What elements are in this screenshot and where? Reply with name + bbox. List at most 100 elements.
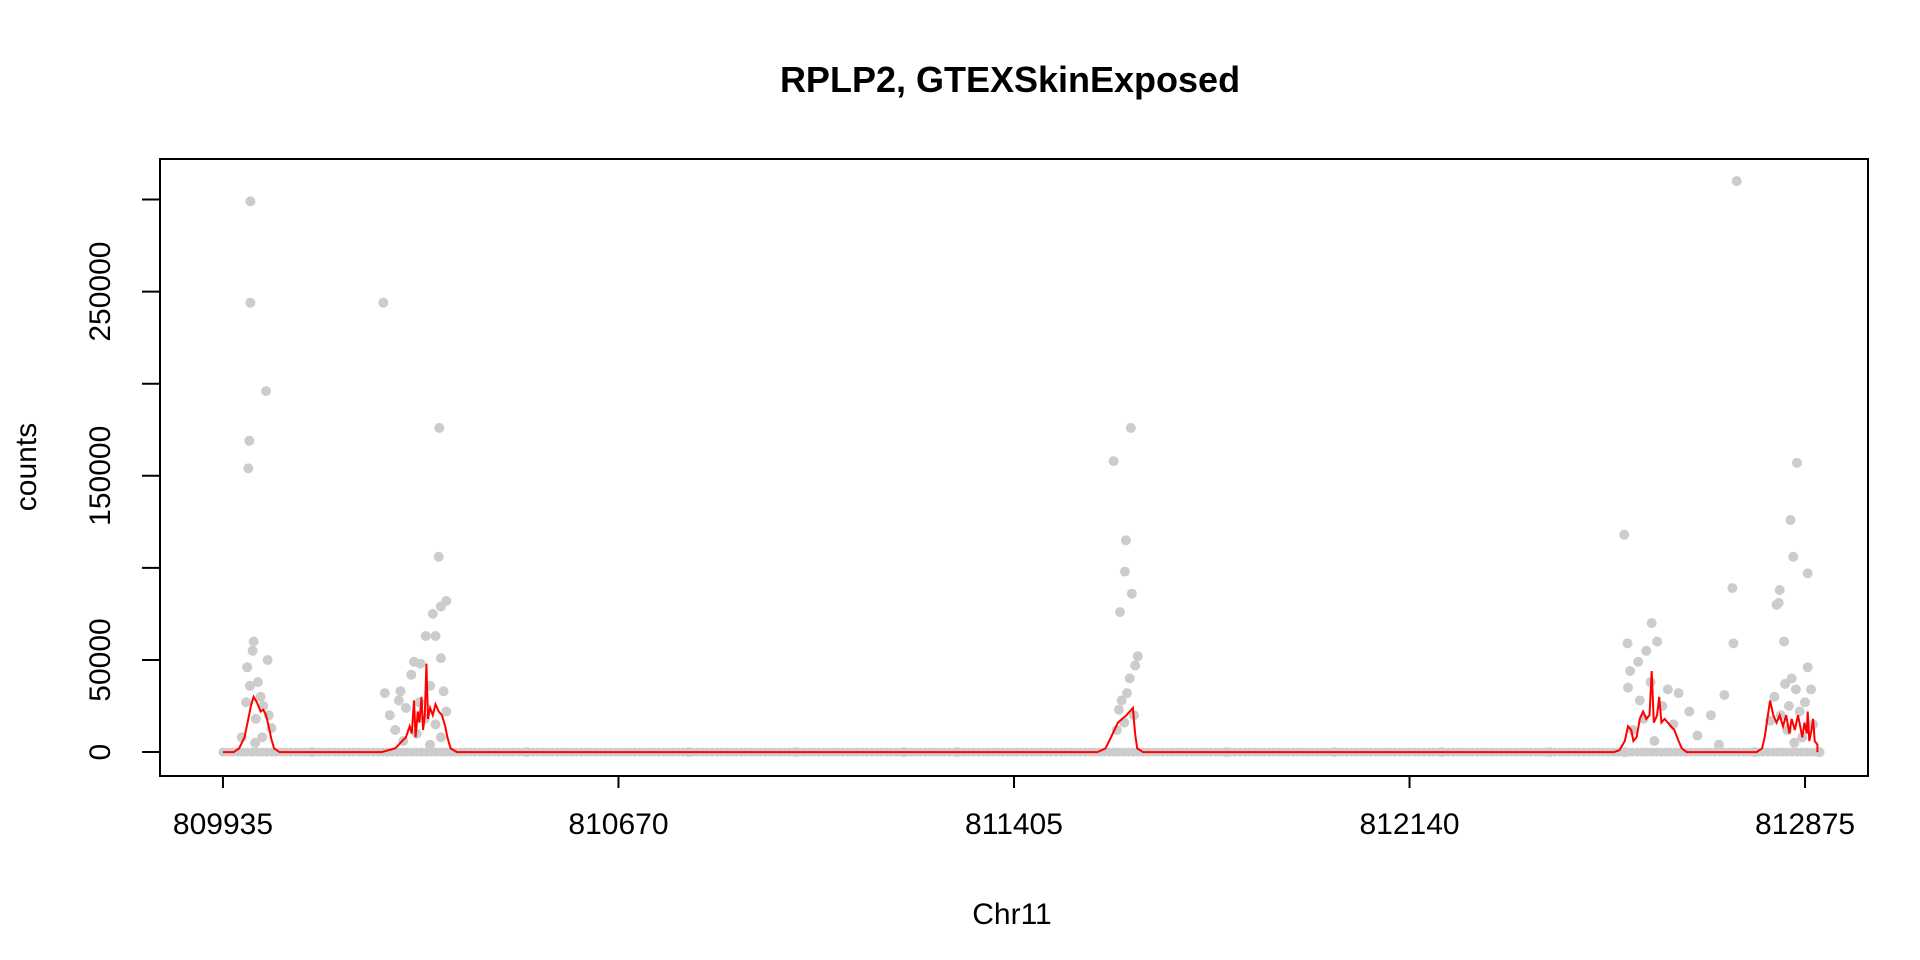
- data-point: [1126, 588, 1137, 599]
- data-point: [1785, 515, 1796, 525]
- data-point: [1132, 651, 1143, 662]
- data-point: [1728, 638, 1739, 649]
- data-point: [1662, 684, 1673, 695]
- y-tick-label: 250000: [84, 242, 117, 342]
- data-point: [244, 680, 255, 691]
- data-point: [243, 463, 254, 474]
- data-point: [1625, 666, 1636, 676]
- data-point: [379, 688, 390, 699]
- data-point: [1623, 682, 1633, 693]
- data-point: [1731, 176, 1742, 187]
- data-point: [1783, 701, 1794, 711]
- data-point: [1622, 638, 1633, 649]
- data-point: [1634, 695, 1645, 706]
- data-point: [378, 297, 389, 308]
- data-point: [1773, 597, 1784, 608]
- data-point: [420, 631, 431, 641]
- data-point: [1108, 456, 1119, 467]
- x-tick-label: 810670: [568, 808, 668, 841]
- data-point: [262, 655, 273, 665]
- data-point: [1619, 529, 1630, 540]
- data-point: [1794, 706, 1805, 717]
- y-tick-label: 0: [84, 744, 117, 761]
- data-point: [1646, 618, 1657, 629]
- data-point: [252, 677, 263, 688]
- data-point: [1692, 730, 1703, 741]
- data-point: [1122, 688, 1132, 699]
- data-point: [1780, 678, 1791, 689]
- data-point: [244, 435, 255, 446]
- data-point: [255, 691, 266, 702]
- data-point: [1802, 568, 1813, 579]
- data-point: [435, 732, 446, 743]
- data-point: [430, 631, 441, 641]
- data-point: [1713, 739, 1724, 750]
- data-point: [1790, 684, 1801, 695]
- data-point: [1769, 691, 1780, 702]
- data-point: [1116, 695, 1127, 706]
- data-point: [430, 719, 441, 730]
- data-point: [1119, 566, 1130, 577]
- x-tick-label: 812140: [1359, 808, 1459, 841]
- data-point: [1652, 636, 1663, 647]
- smooth-line: [223, 663, 1819, 754]
- data-point: [258, 701, 269, 711]
- data-point: [1684, 706, 1695, 717]
- data-point: [441, 706, 452, 717]
- y-tick-label: 150000: [84, 426, 117, 526]
- data-point: [1125, 422, 1136, 433]
- data-point: [425, 739, 436, 750]
- data-point: [1124, 673, 1135, 684]
- x-axis-label: Chr11: [972, 898, 1051, 931]
- data-point: [415, 658, 426, 669]
- data-point: [1802, 662, 1813, 673]
- data-point: [390, 725, 401, 735]
- plot-frame: [159, 158, 1869, 777]
- x-tick-label: 809935: [173, 808, 273, 841]
- data-point: [1779, 636, 1790, 647]
- data-point: [1705, 710, 1716, 721]
- line-layer: [223, 663, 1819, 754]
- data-point: [1806, 684, 1816, 695]
- y-axis-label: counts: [10, 423, 43, 511]
- baseline-point: [1811, 747, 1821, 757]
- x-tick-label: 811405: [965, 808, 1063, 841]
- data-point: [1113, 704, 1124, 715]
- data-point: [1774, 585, 1785, 595]
- data-point: [384, 710, 395, 721]
- data-point: [1792, 457, 1802, 468]
- data-point: [393, 695, 404, 706]
- data-point: [395, 686, 406, 697]
- x-axis: 809935 810670 811405 812140 812875: [173, 776, 1855, 841]
- data-point: [261, 386, 271, 397]
- data-point: [1789, 737, 1800, 748]
- data-point: [1673, 688, 1684, 699]
- data-point: [1727, 583, 1738, 594]
- data-point: [245, 196, 256, 207]
- data-point: [1633, 656, 1644, 667]
- data-point: [1641, 645, 1652, 656]
- data-point: [257, 732, 268, 743]
- data-point: [247, 645, 258, 656]
- data-point: [434, 422, 445, 433]
- y-axis: 0 50000 150000 250000: [84, 198, 160, 761]
- data-point: [248, 636, 259, 647]
- data-point: [1649, 736, 1660, 746]
- data-point: [1788, 551, 1799, 562]
- data-point: [427, 608, 438, 619]
- data-point: [241, 697, 252, 708]
- data-point: [242, 662, 253, 673]
- data-point: [1130, 660, 1141, 671]
- data-point: [400, 702, 411, 713]
- data-point: [438, 686, 449, 697]
- data-point: [1120, 535, 1131, 546]
- data-point: [435, 601, 446, 612]
- data-point: [1800, 697, 1810, 708]
- data-point: [435, 653, 446, 664]
- data-point: [1719, 690, 1730, 700]
- data-point: [1115, 607, 1125, 618]
- x-tick-label: 812875: [1755, 808, 1855, 841]
- points-layer: [218, 176, 1825, 758]
- data-point: [406, 669, 417, 680]
